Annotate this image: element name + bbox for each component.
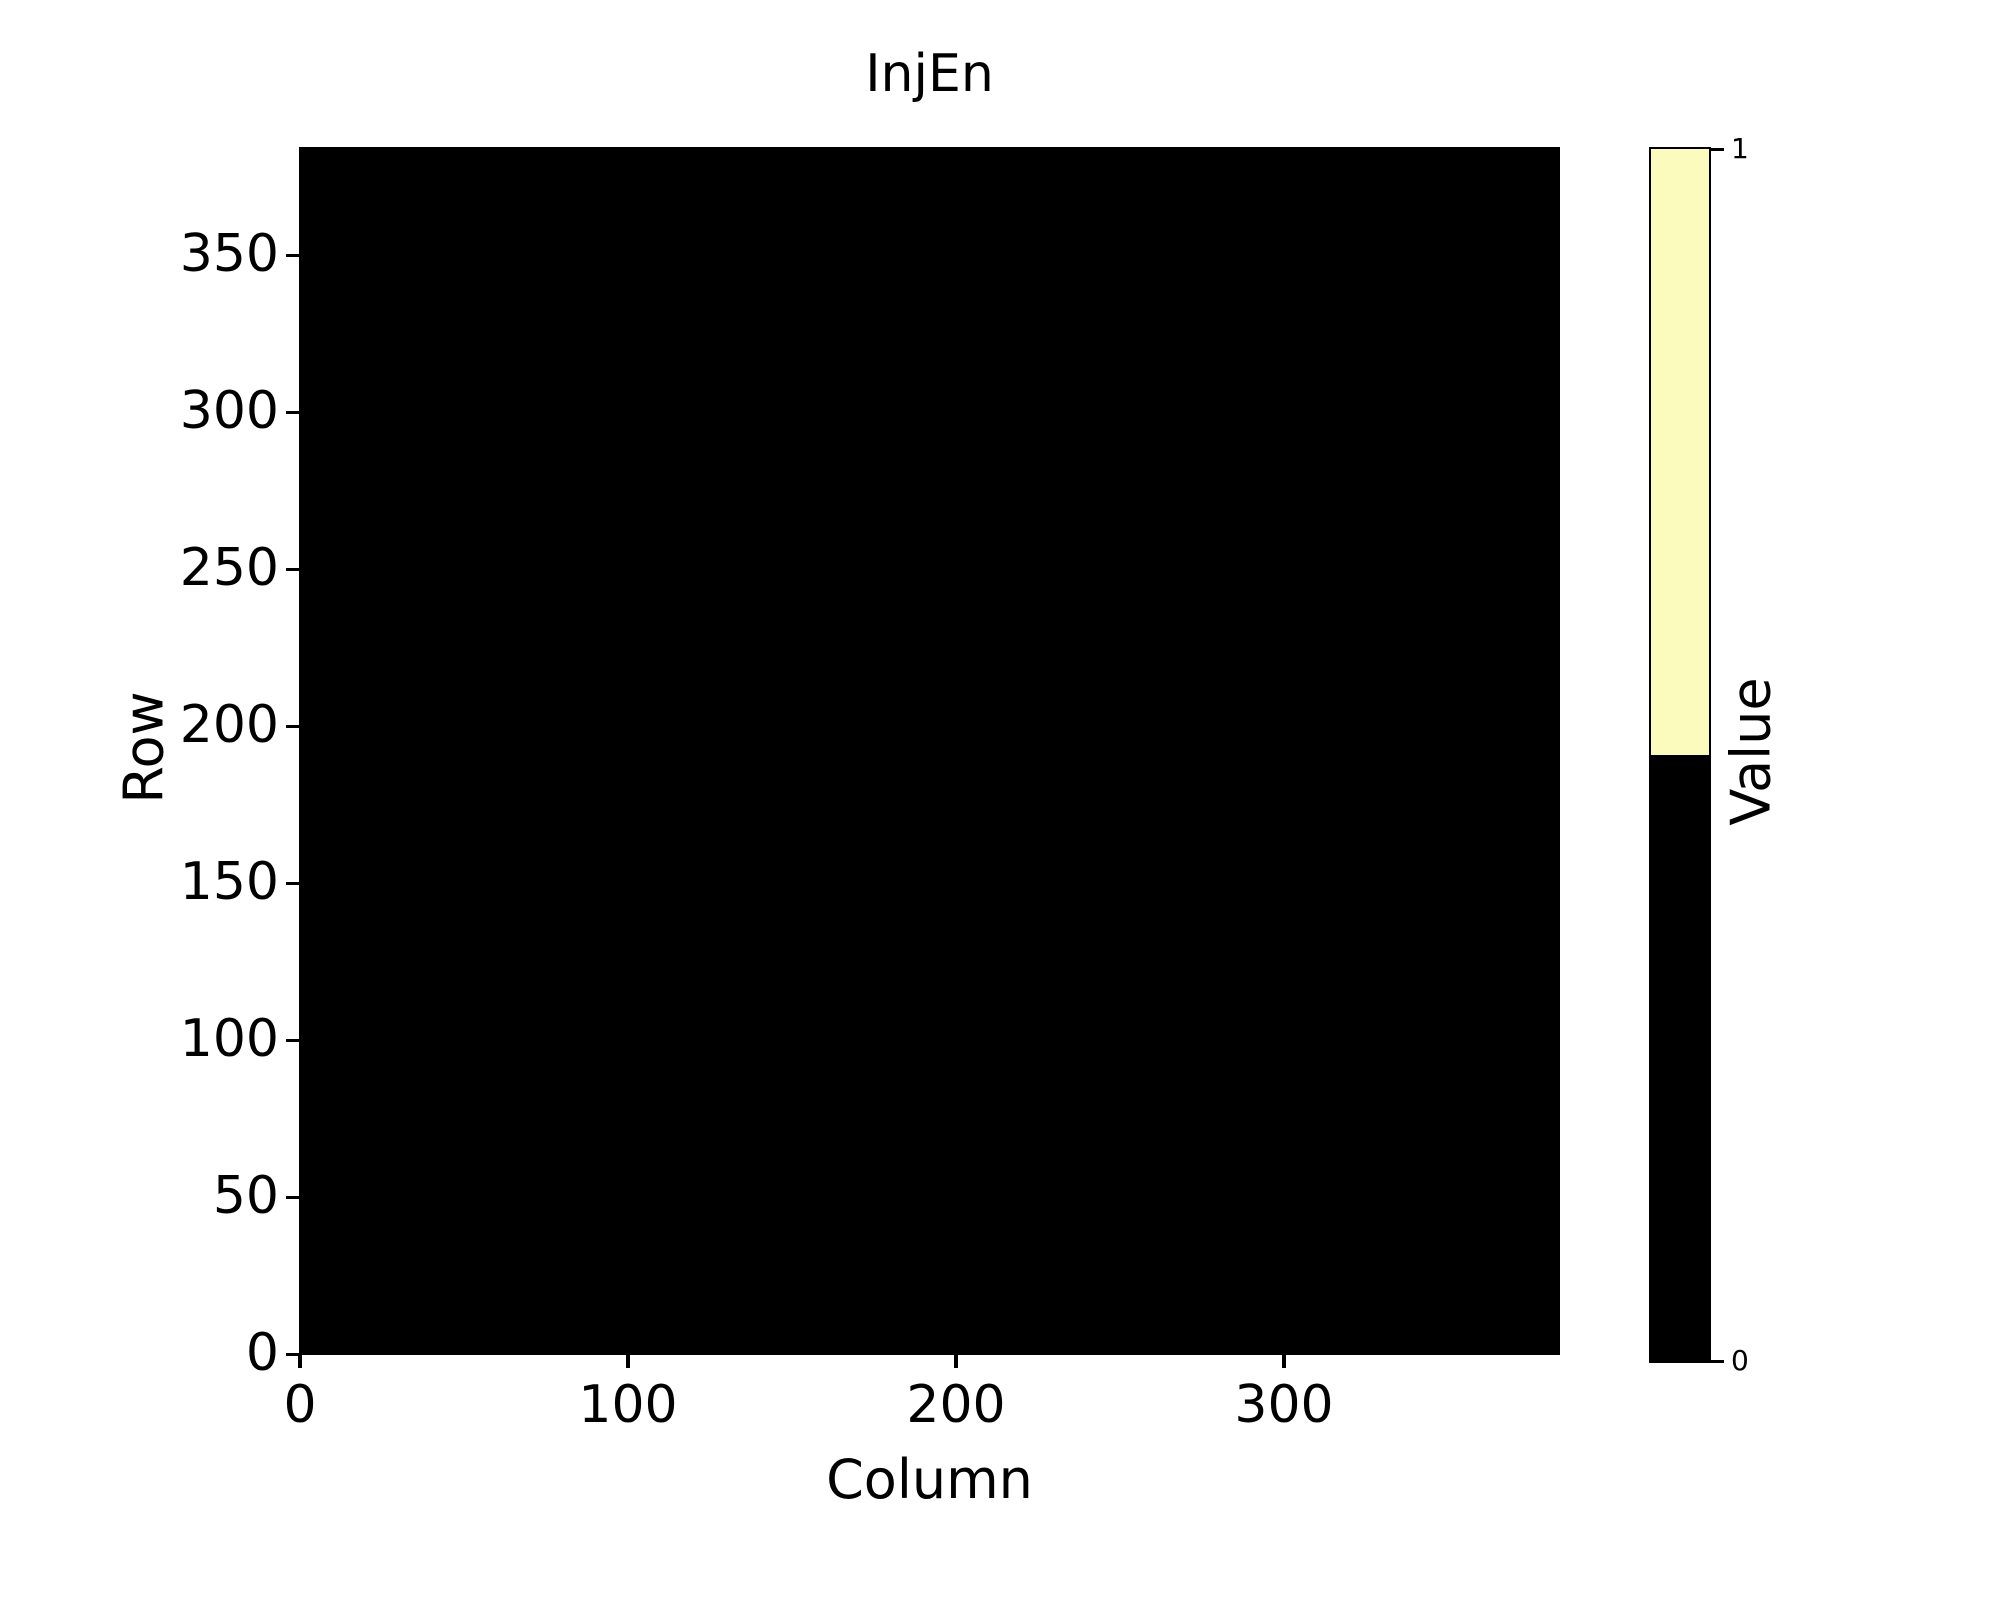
y-tick-label: 150 — [179, 852, 279, 912]
y-tick-mark — [286, 1039, 299, 1043]
chart-title: InjEn — [865, 44, 994, 104]
colorbar-tick-mark — [1711, 147, 1724, 151]
heatmap-image — [299, 147, 1560, 1355]
y-tick-label: 0 — [245, 1323, 279, 1383]
y-tick-label: 200 — [179, 695, 279, 755]
y-tick-mark — [286, 882, 299, 886]
x-tick-mark — [1282, 1355, 1286, 1368]
y-tick-mark — [286, 1196, 299, 1200]
colorbar-segment-high — [1651, 149, 1709, 755]
colorbar[interactable] — [1649, 147, 1711, 1363]
x-tick-mark — [954, 1355, 958, 1368]
x-tick-label: 300 — [1234, 1375, 1334, 1435]
y-tick-label: 300 — [179, 381, 279, 441]
colorbar-label: Value — [1719, 677, 1783, 826]
colorbar-tick-label: 1 — [1731, 132, 1749, 165]
y-tick-mark — [286, 411, 299, 415]
y-tick-label: 50 — [212, 1166, 279, 1226]
y-tick-mark — [286, 254, 299, 258]
y-tick-mark — [286, 568, 299, 572]
y-tick-mark — [286, 725, 299, 729]
y-tick-label: 250 — [179, 538, 279, 598]
colorbar-segment-low — [1651, 755, 1709, 1361]
colorbar-tick-mark — [1711, 1359, 1724, 1363]
y-tick-mark — [286, 1353, 299, 1357]
x-axis-label: Column — [826, 1448, 1033, 1511]
x-tick-label: 100 — [578, 1375, 678, 1435]
colorbar-tick-label: 0 — [1731, 1344, 1749, 1377]
y-tick-label: 100 — [179, 1009, 279, 1069]
y-axis-label: Row — [112, 691, 176, 804]
x-tick-mark — [626, 1355, 630, 1368]
y-tick-label: 350 — [179, 224, 279, 284]
x-tick-label: 0 — [283, 1375, 317, 1435]
x-tick-label: 200 — [906, 1375, 1006, 1435]
heatmap-axes[interactable] — [299, 147, 1560, 1355]
x-tick-mark — [298, 1355, 302, 1368]
